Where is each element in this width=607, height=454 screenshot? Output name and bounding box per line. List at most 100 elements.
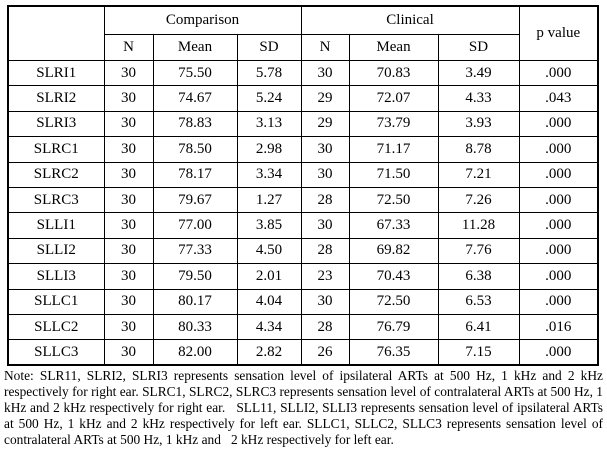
cell-comparison-sd: 2.82 [236,339,302,366]
cell-clinical-n: 26 [300,339,350,366]
cell-comparison-mean: 75.50 [152,59,238,87]
cell-clinical-n: 29 [300,85,350,112]
cell-clinical-mean: 72.50 [348,288,439,315]
cell-comparison-n: 30 [103,263,154,290]
cell-p-value: .000 [518,339,599,366]
row-label: SLRI2 [7,85,105,112]
cell-comparison-n: 30 [103,161,154,188]
cell-clinical-sd: 6.41 [437,313,520,341]
cell-clinical-n: 30 [300,161,350,188]
table-row: SLLC1 30 80.17 4.04 30 72.50 6.53 .000 [7,288,599,315]
cell-p-value: .000 [518,59,599,87]
header-p-value: p value [518,5,599,61]
table-row: SLRI3 30 78.83 3.13 29 73.79 3.93 .000 [7,110,599,138]
cell-p-value: .000 [518,161,599,188]
cell-comparison-mean: 77.00 [152,212,238,239]
cell-p-value: .000 [518,212,599,239]
table-row: SLRI2 30 74.67 5.24 29 72.07 4.33 .043 [7,85,599,112]
cell-clinical-mean: 71.17 [348,136,439,163]
cell-clinical-n: 28 [300,186,350,214]
cell-p-value: .000 [518,136,599,163]
cell-comparison-n: 30 [103,85,154,112]
row-label: SLRI1 [7,59,105,87]
cell-comparison-mean: 78.17 [152,161,238,188]
header-sub-row: N Mean SD N Mean SD [8,34,598,61]
cell-comparison-mean: 79.50 [152,263,238,290]
cell-clinical-sd: 7.26 [437,186,520,214]
cell-clinical-mean: 70.43 [348,263,439,290]
cell-p-value: .000 [518,237,599,265]
row-label: SLRC2 [7,161,105,188]
cell-p-value: .043 [518,85,599,112]
cell-comparison-sd: 3.85 [236,212,302,239]
cell-comparison-sd: 4.04 [236,288,302,315]
cell-comparison-n: 30 [103,212,154,239]
cell-clinical-mean: 67.33 [348,212,439,239]
cell-clinical-mean: 69.82 [348,237,439,265]
cell-comparison-mean: 79.67 [152,186,238,214]
cell-comparison-n: 30 [103,136,154,163]
table-row: SLLC3 30 82.00 2.82 26 76.35 7.15 .000 [7,339,599,366]
cell-comparison-mean: 80.33 [152,313,238,341]
cell-comparison-n: 30 [103,313,154,341]
cell-clinical-mean: 73.79 [348,110,439,138]
cell-p-value: .000 [518,186,599,214]
cell-comparison-n: 30 [103,110,154,138]
cell-p-value: .000 [518,263,599,290]
table-row: SLLI2 30 77.33 4.50 28 69.82 7.76 .000 [7,237,599,265]
cell-comparison-mean: 78.50 [152,136,238,163]
cell-comparison-sd: 4.34 [236,313,302,341]
cell-clinical-n: 30 [300,59,350,87]
table-row: SLRI1 30 75.50 5.78 30 70.83 3.49 .000 [7,59,599,87]
results-table-container: Comparison Clinical p value N Mean SD N … [7,5,600,367]
cell-clinical-sd: 11.28 [437,212,520,239]
subheader-comparison-sd: SD [236,34,302,61]
cell-comparison-n: 30 [103,339,154,366]
cell-clinical-sd: 7.15 [437,339,520,366]
results-table: Comparison Clinical p value N Mean SD N … [7,5,600,367]
table-row: SLLI1 30 77.00 3.85 30 67.33 11.28 .000 [7,212,599,239]
cell-clinical-n: 29 [300,110,350,138]
cell-comparison-sd: 3.34 [236,161,302,188]
cell-comparison-sd: 5.78 [236,59,302,87]
cell-comparison-n: 30 [103,288,154,315]
cell-clinical-sd: 8.78 [437,136,520,163]
table-row: SLRC3 30 79.67 1.27 28 72.50 7.26 .000 [7,186,599,214]
cell-clinical-mean: 76.35 [348,339,439,366]
cell-clinical-sd: 3.93 [437,110,520,138]
cell-p-value: .000 [518,288,599,315]
cell-p-value: .000 [518,110,599,138]
cell-clinical-mean: 76.79 [348,313,439,341]
cell-comparison-mean: 82.00 [152,339,238,366]
cell-p-value: .016 [518,313,599,341]
table-row: SLRC1 30 78.50 2.98 30 71.17 8.78 .000 [7,136,599,163]
cell-comparison-n: 30 [103,237,154,265]
cell-clinical-n: 23 [300,263,350,290]
row-label: SLLI3 [7,263,105,290]
subheader-comparison-n: N [103,34,154,61]
cell-comparison-n: 30 [103,186,154,214]
cell-comparison-sd: 4.50 [236,237,302,265]
cell-comparison-sd: 2.98 [236,136,302,163]
cell-clinical-n: 30 [300,136,350,163]
cell-comparison-sd: 2.01 [236,263,302,290]
subheader-clinical-mean: Mean [348,34,439,61]
cell-comparison-sd: 5.24 [236,85,302,112]
header-empty-cell [7,5,105,61]
cell-clinical-sd: 7.76 [437,237,520,265]
cell-comparison-n: 30 [103,59,154,87]
table-row: SLRC2 30 78.17 3.34 30 71.50 7.21 .000 [7,161,599,188]
cell-clinical-sd: 3.49 [437,59,520,87]
row-label: SLRC3 [7,186,105,214]
cell-clinical-sd: 6.38 [437,263,520,290]
cell-clinical-n: 30 [300,288,350,315]
row-label: SLLC3 [7,339,105,366]
cell-clinical-sd: 6.53 [437,288,520,315]
cell-clinical-mean: 71.50 [348,161,439,188]
cell-clinical-n: 30 [300,212,350,239]
table-header: Comparison Clinical p value N Mean SD N … [7,5,599,61]
table-row: SLLC2 30 80.33 4.34 28 76.79 6.41 .016 [7,313,599,341]
header-clinical: Clinical [300,5,520,35]
row-label: SLLC2 [7,313,105,341]
subheader-comparison-mean: Mean [152,34,238,61]
